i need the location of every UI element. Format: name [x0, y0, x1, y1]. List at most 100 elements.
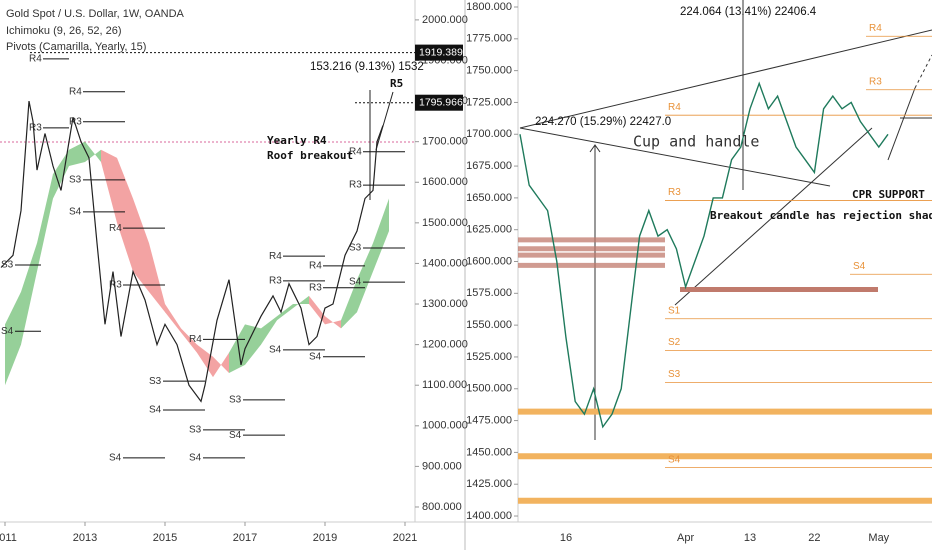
y-tick-label: 2000.000 [422, 14, 468, 26]
annotation: 224.270 (15.29%) 22427.0 [535, 116, 671, 128]
x-tick-label: 2013 [73, 532, 97, 544]
pivot-label: R4 [29, 53, 42, 64]
y-tick-label: 1550.000 [466, 319, 512, 331]
pivot-label: S4 [189, 453, 202, 464]
marker-box [415, 94, 463, 111]
ichimoku-cloud [245, 324, 261, 365]
y-tick-label: 1475.000 [466, 414, 512, 426]
x-tick-label: 2021 [393, 532, 417, 544]
ichimoku-cloud [53, 149, 69, 199]
y-tick-label: 1100.000 [422, 379, 467, 391]
y-tick-label: 1200.000 [422, 339, 468, 351]
x-tick-label: Apr [677, 532, 694, 544]
pivot-label: S4 [269, 345, 282, 356]
y-tick-label: 1400.000 [466, 510, 512, 522]
pivot-label: S4 [149, 405, 162, 416]
pivot-label: R3 [869, 76, 882, 87]
x-tick-label: May [868, 532, 889, 544]
pivot-label: S4 [349, 277, 362, 288]
x-tick-label: 13 [744, 532, 756, 544]
y-tick-label: 1600.000 [422, 176, 468, 188]
annotation: R5 [390, 77, 403, 90]
pivot-label: R4 [189, 334, 202, 345]
trendline [519, 29, 932, 129]
y-tick-label: 1625.000 [466, 224, 512, 236]
price-series [0, 100, 384, 403]
arrow [375, 91, 394, 151]
ichimoku-cloud [261, 316, 277, 345]
pivot-label: R4 [668, 102, 681, 113]
ichimoku-cloud [37, 174, 53, 272]
y-tick-label: 1300.000 [422, 298, 468, 310]
pivot-label: S4 [1, 326, 14, 337]
y-tick-label: 900.000 [422, 460, 462, 472]
y-tick-label: 1700.000 [422, 136, 468, 148]
pivot-label: S4 [668, 454, 681, 465]
x-tick-label: 22 [808, 532, 820, 544]
y-tick-label: 1750.000 [466, 65, 512, 77]
trendline [674, 127, 873, 306]
ichimoku-cloud [21, 243, 37, 345]
pivot-label: S4 [69, 207, 82, 218]
arrow [887, 87, 916, 161]
marker-box [415, 44, 463, 61]
arrow [914, 54, 932, 89]
trendline [519, 127, 831, 187]
y-tick-label: 1725.000 [466, 96, 512, 108]
pivot-label: S3 [349, 243, 362, 254]
x-tick-label: 16 [560, 532, 572, 544]
y-tick-label: 800.000 [422, 501, 462, 513]
indicator: Pivots (Camarilla, Yearly, 15) [6, 41, 146, 53]
pivot-label: S4 [109, 453, 122, 464]
y-tick-label: 1700.000 [466, 128, 512, 140]
ichimoku-cloud [181, 328, 197, 353]
pivot-label: R4 [69, 86, 82, 97]
x-tick-label: 2019 [313, 532, 337, 544]
marker-label: 1919.389 [419, 46, 463, 58]
marker-label: 1795.966 [419, 96, 463, 108]
pivot-label: R4 [349, 146, 362, 157]
pivot-label: R4 [269, 251, 282, 262]
pivot-label: R3 [29, 123, 42, 134]
ichimoku-cloud [341, 279, 357, 329]
ichimoku-cloud [357, 243, 373, 313]
y-tick-label: 1000.000 [422, 420, 468, 432]
annotation: Roof breakout [267, 149, 353, 162]
x-tick-label: 2017 [233, 532, 257, 544]
ichimoku-cloud [101, 149, 117, 223]
y-tick-label: 1775.000 [466, 33, 512, 45]
pivot-label: S4 [309, 351, 322, 362]
y-tick-label: 1800.000 [466, 1, 512, 13]
y-tick-label: 1425.000 [466, 478, 512, 490]
pivot-label: R4 [309, 261, 322, 272]
ichimoku-cloud [133, 198, 149, 292]
ichimoku-cloud [149, 243, 165, 313]
pivot-label: R3 [269, 276, 282, 287]
pivot-label: R3 [349, 180, 362, 191]
ichimoku-cloud [213, 352, 229, 378]
y-tick-label: 1500.000 [422, 217, 468, 229]
pivot-label: S4 [229, 430, 242, 441]
pivot-label: S3 [69, 174, 82, 185]
pivot-label: S3 [229, 394, 242, 405]
ichimoku-cloud [165, 304, 181, 333]
y-tick-label: 1500.000 [466, 383, 512, 395]
ichimoku-cloud [309, 295, 325, 325]
price-series [519, 81, 889, 429]
annotation: 224.064 (13.41%) 22406.4 [680, 6, 817, 18]
ichimoku-cloud [197, 344, 213, 378]
annotation: CPR SUPPORT [852, 188, 925, 201]
ichimoku-cloud [325, 316, 341, 329]
pivot-label: S3 [668, 369, 681, 380]
y-tick-label: 1600.000 [466, 255, 512, 267]
ichimoku-cloud [5, 291, 21, 386]
pivot-label: S1 [668, 305, 681, 316]
y-tick-label: 1525.000 [466, 351, 512, 363]
ichimoku-cloud [117, 157, 133, 272]
ichimoku-cloud [277, 304, 293, 321]
annotation: Cup and handle [633, 133, 759, 151]
annotation: Breakout candle has rejection shado [710, 209, 932, 222]
ichimoku-cloud [69, 141, 85, 167]
annotation: Yearly R4 [267, 134, 327, 147]
